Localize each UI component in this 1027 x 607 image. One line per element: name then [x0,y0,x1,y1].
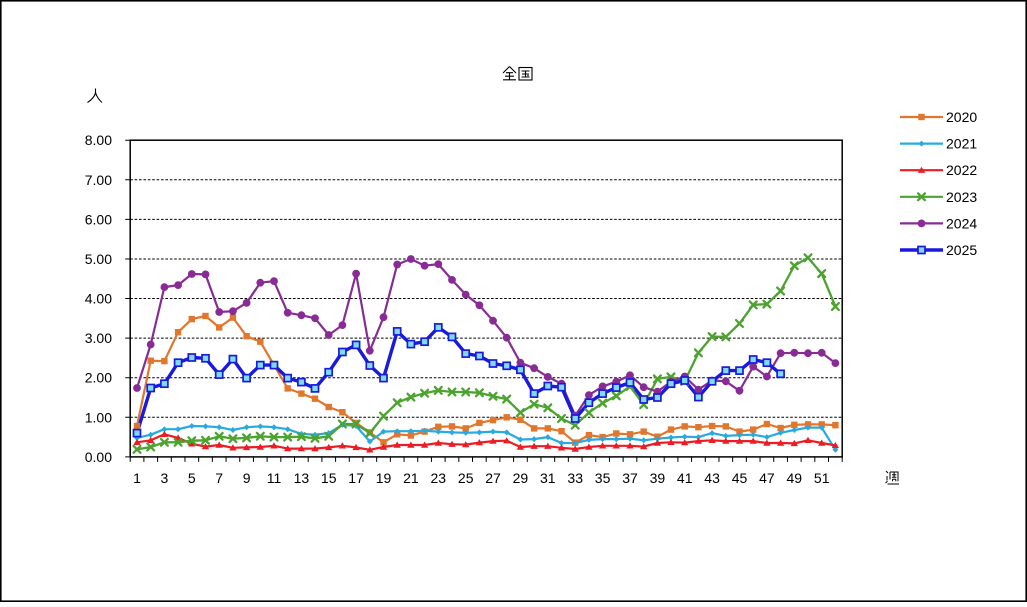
svg-text:43: 43 [704,470,720,486]
svg-text:0.00: 0.00 [85,449,112,465]
svg-text:31: 31 [540,470,556,486]
svg-text:4.00: 4.00 [85,291,112,307]
svg-text:2021: 2021 [946,136,977,152]
svg-text:2.00: 2.00 [85,370,112,386]
svg-text:11: 11 [267,470,282,486]
svg-text:1: 1 [133,470,141,486]
svg-text:33: 33 [567,470,583,486]
svg-text:3.00: 3.00 [85,330,112,346]
svg-text:25: 25 [458,470,474,486]
svg-text:7.00: 7.00 [85,172,112,188]
svg-text:5.00: 5.00 [85,251,112,267]
svg-text:6.00: 6.00 [85,211,112,227]
svg-text:47: 47 [759,470,775,486]
svg-text:8.00: 8.00 [85,132,112,148]
svg-text:2024: 2024 [946,215,977,231]
svg-text:29: 29 [513,470,529,486]
svg-text:2020: 2020 [946,109,977,125]
svg-text:17: 17 [348,470,364,486]
svg-text:21: 21 [403,470,419,486]
svg-text:39: 39 [650,470,666,486]
svg-text:15: 15 [321,470,337,486]
svg-text:37: 37 [622,470,638,486]
svg-text:2023: 2023 [946,189,977,205]
svg-text:1.00: 1.00 [85,409,112,425]
svg-text:9: 9 [243,470,251,486]
svg-text:13: 13 [294,470,310,486]
svg-text:2022: 2022 [946,162,977,178]
svg-text:51: 51 [814,470,830,486]
svg-text:5: 5 [188,470,196,486]
svg-text:49: 49 [787,470,803,486]
svg-text:45: 45 [732,470,748,486]
svg-text:41: 41 [677,470,693,486]
svg-text:3: 3 [161,470,169,486]
svg-text:2025: 2025 [946,242,977,258]
svg-text:27: 27 [485,470,501,486]
svg-text:19: 19 [376,470,392,486]
svg-text:35: 35 [595,470,611,486]
svg-text:23: 23 [431,470,447,486]
svg-text:7: 7 [215,470,223,486]
